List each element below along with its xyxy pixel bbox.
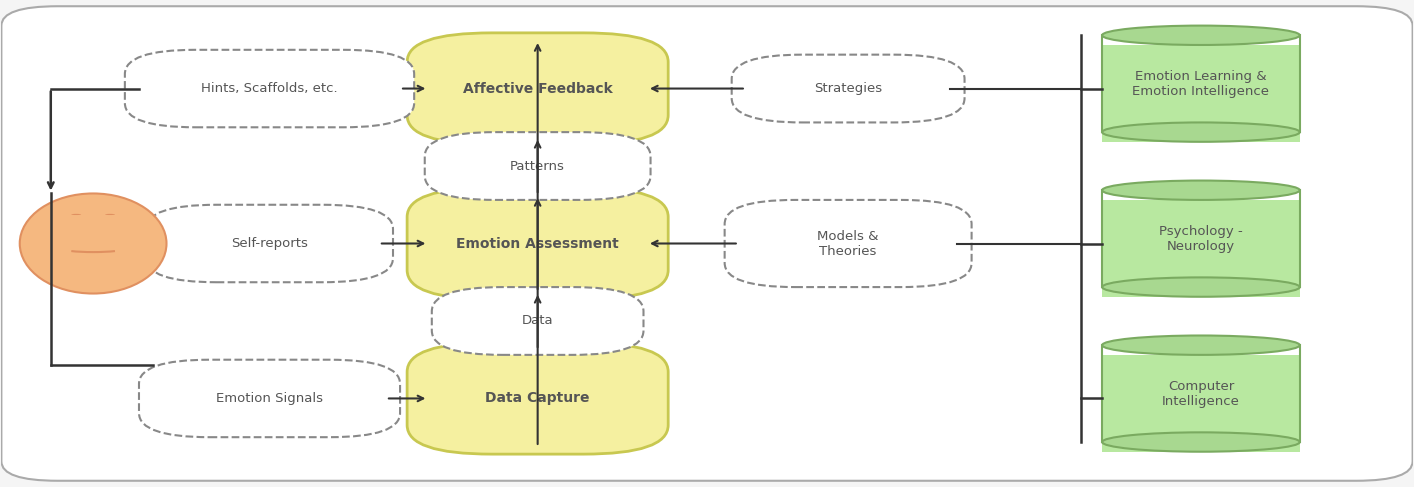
FancyBboxPatch shape — [407, 188, 669, 299]
Text: Emotion Learning &
Emotion Intelligence: Emotion Learning & Emotion Intelligence — [1133, 70, 1270, 98]
Text: Affective Feedback: Affective Feedback — [462, 81, 612, 95]
FancyBboxPatch shape — [407, 343, 669, 454]
Text: Strategies: Strategies — [814, 82, 882, 95]
Ellipse shape — [71, 214, 81, 215]
Text: Patterns: Patterns — [510, 160, 566, 172]
FancyBboxPatch shape — [1102, 200, 1299, 297]
FancyBboxPatch shape — [731, 55, 964, 122]
FancyBboxPatch shape — [1, 6, 1413, 481]
Ellipse shape — [1102, 278, 1299, 297]
Ellipse shape — [20, 193, 167, 294]
FancyBboxPatch shape — [431, 287, 643, 355]
FancyBboxPatch shape — [146, 205, 393, 282]
FancyBboxPatch shape — [724, 200, 971, 287]
Text: Data: Data — [522, 315, 553, 327]
Text: Psychology -
Neurology: Psychology - Neurology — [1159, 225, 1243, 253]
FancyBboxPatch shape — [1102, 355, 1299, 452]
Text: Emotion Assessment: Emotion Assessment — [457, 237, 619, 250]
FancyBboxPatch shape — [124, 50, 414, 127]
Ellipse shape — [1102, 432, 1299, 452]
Ellipse shape — [1102, 181, 1299, 200]
Text: Emotion Signals: Emotion Signals — [216, 392, 322, 405]
Ellipse shape — [105, 214, 115, 215]
Text: Models &
Theories: Models & Theories — [817, 229, 880, 258]
FancyBboxPatch shape — [139, 360, 400, 437]
Text: Self-reports: Self-reports — [230, 237, 308, 250]
FancyBboxPatch shape — [407, 33, 669, 144]
FancyBboxPatch shape — [424, 132, 650, 200]
Text: Computer
Intelligence: Computer Intelligence — [1162, 379, 1240, 408]
FancyBboxPatch shape — [1102, 45, 1299, 142]
Ellipse shape — [1102, 336, 1299, 355]
Text: Hints, Scaffolds, etc.: Hints, Scaffolds, etc. — [201, 82, 338, 95]
Ellipse shape — [1102, 122, 1299, 142]
Ellipse shape — [1102, 26, 1299, 45]
Text: Data Capture: Data Capture — [485, 392, 590, 406]
